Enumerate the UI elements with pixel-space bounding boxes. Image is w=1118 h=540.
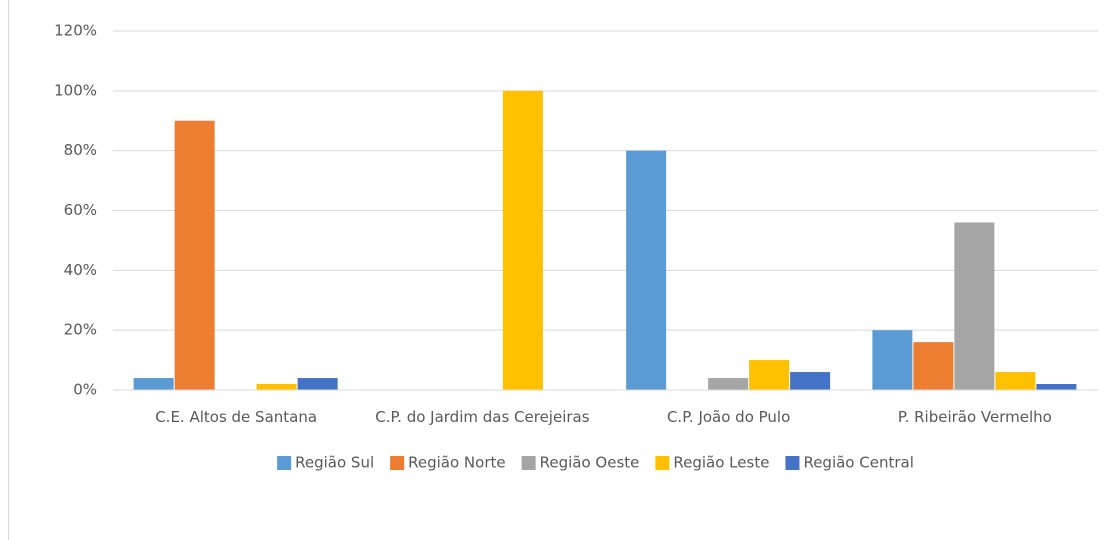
- y-tick-label: 100%: [54, 81, 97, 99]
- bar: [133, 378, 174, 390]
- x-tick-label-box: C.P. do Jardim das Cerejeiras: [375, 408, 590, 426]
- x-tick-label: C.P. do Jardim das Cerejeiras: [375, 408, 590, 426]
- bar: [174, 120, 215, 390]
- y-tick-label: 60%: [64, 201, 97, 219]
- bar: [749, 360, 790, 390]
- legend-swatch: [521, 456, 536, 470]
- x-tick-label: C.E. Altos de Santana: [155, 408, 318, 426]
- legend-label: Região Leste: [673, 454, 769, 472]
- legend-label: Região Sul: [295, 454, 374, 472]
- legend-label: Região Oeste: [540, 454, 640, 472]
- y-tick-label: 40%: [64, 261, 97, 279]
- legend: Região Sul Região Norte Região Oeste Região…: [277, 454, 914, 472]
- legend-label: Região Norte: [408, 454, 505, 472]
- legend-label: Região Central: [803, 454, 913, 472]
- bar: [913, 342, 954, 390]
- x-tick-label: C.P. João do Pulo: [666, 408, 791, 426]
- legend-swatch: [785, 456, 800, 470]
- bar: [256, 384, 297, 390]
- legend-swatch: [277, 456, 292, 470]
- x-tick-label-box: C.E. Altos de Santana: [155, 408, 318, 426]
- y-tick-label: 20%: [64, 321, 97, 339]
- x-tick-label-box: C.P. João do Pulo: [666, 408, 791, 426]
- y-tick-label: 0%: [73, 381, 97, 399]
- bar: [626, 150, 667, 390]
- bar: [872, 330, 913, 390]
- y-tick-label: 80%: [64, 141, 97, 159]
- x-tick-label-box: P. Ribeirão Vermelho: [897, 408, 1052, 426]
- bar: [297, 378, 338, 390]
- bar: [790, 372, 831, 390]
- y-tick-label: 120%: [54, 22, 97, 40]
- bar: [708, 378, 749, 390]
- bar: [995, 372, 1036, 390]
- bar: [502, 90, 543, 390]
- x-tick-label: P. Ribeirão Vermelho: [897, 408, 1052, 426]
- legend-swatch: [390, 456, 405, 470]
- legend-swatch: [655, 456, 670, 470]
- bar: [954, 222, 995, 390]
- bar: [1036, 384, 1077, 390]
